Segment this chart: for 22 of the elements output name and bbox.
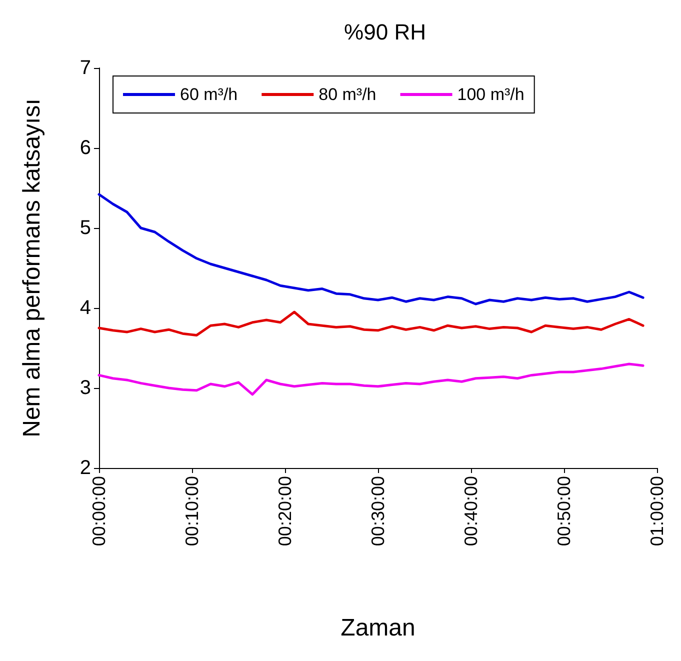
- legend-label: 80 m³/h: [318, 85, 376, 104]
- y-tick-label: 4: [80, 297, 91, 319]
- legend-label: 60 m³/h: [180, 85, 238, 104]
- legend-label: 100 m³/h: [457, 85, 524, 104]
- y-axis-title: Nem alma performans katsayısı: [18, 98, 46, 438]
- y-tick-label: 2: [80, 457, 91, 479]
- line-series: [98, 193, 644, 306]
- y-tick-label: 3: [80, 377, 91, 399]
- line-series: [98, 310, 644, 336]
- y-tick-label: 5: [80, 217, 91, 239]
- x-axis-title: Zaman: [340, 614, 416, 642]
- line-series: [98, 362, 644, 396]
- x-tick-label: 00:10:00: [182, 476, 202, 546]
- y-tick-label: 6: [80, 137, 91, 159]
- chart-title: %90 RH: [344, 20, 426, 44]
- x-tick-label: 01:00:00: [647, 476, 667, 546]
- x-tick-label: 00:30:00: [368, 476, 388, 546]
- x-tick-label: 00:50:00: [554, 476, 574, 546]
- x-tick-label: 00:40:00: [461, 476, 481, 546]
- y-tick-label: 7: [80, 57, 91, 79]
- x-tick-label: 00:00:00: [89, 476, 109, 546]
- x-tick-label: 00:20:00: [275, 476, 295, 546]
